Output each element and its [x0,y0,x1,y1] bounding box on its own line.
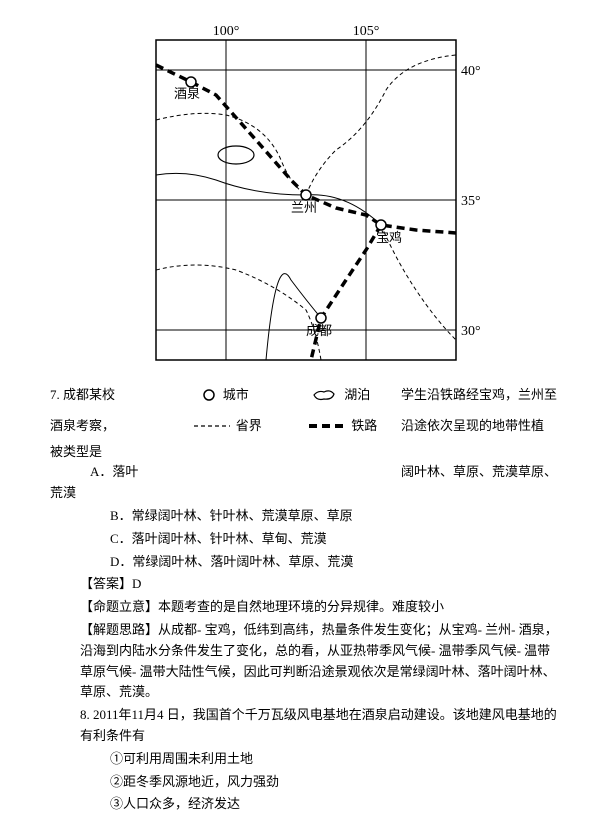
legend-lake-label: 湖泊 [344,385,370,406]
q8-stem: 8. 2011年11月4 日，我国首个千万瓦级风电基地在酒泉启动建设。该地建风电… [50,705,561,747]
optA-row: A．落叶 阔叶林、草原、荒漠草原、 [50,462,561,483]
map-svg: 100° 105° 40° 35° 30° 酒泉兰州宝鸡成都 [106,20,506,370]
legend-city-label: 城市 [223,385,249,406]
content: 7. 成都某校 城市 湖泊 学生沿铁路经宝鸡，兰州至 酒泉考察， 省界 铁路 沿… [20,380,591,815]
svg-text:35°: 35° [461,194,481,209]
q7-l3a: 被类型是 [50,442,170,463]
q7-answer: 【答案】D [50,574,561,595]
svg-text:宝鸡: 宝鸡 [376,230,402,245]
svg-text:100°: 100° [212,24,239,39]
svg-text:105°: 105° [352,24,379,39]
legend-row2: 省界 铁路 [170,411,401,442]
legend-city: 城市 [201,385,249,406]
optD: D．常绿阔叶林、落叶阔叶林、草原、荒漠 [50,552,561,573]
q8-c2: ②距冬季风源地近，风力强劲 [50,772,561,793]
q7-row3: 被类型是 [50,442,561,463]
q8-c3: ③人口众多，经济发达 [50,794,561,815]
q7-explain: 【解题思路】从成都- 宝鸡，低纬到高纬，热量条件发生变化；从宝鸡- 兰州- 酒泉… [50,620,561,703]
q7-l2b: 沿途依次呈现的地带性植 [401,416,561,437]
optA-right: 阔叶林、草原、荒漠草原、 [401,462,561,483]
province-icon [194,421,230,431]
legend-lake: 湖泊 [310,385,370,406]
svg-text:40°: 40° [461,64,481,79]
q7-row2: 酒泉考察， 省界 铁路 沿途依次呈现的地带性植 [50,411,561,442]
svg-text:兰州: 兰州 [291,200,317,215]
q7-row1: 7. 成都某校 城市 湖泊 学生沿铁路经宝鸡，兰州至 [50,380,561,411]
q7-l1b: 学生沿铁路经宝鸡，兰州至 [401,385,561,406]
q7-num: 7. [50,387,60,402]
railway-icon [309,421,345,431]
map-container: 100° 105° 40° 35° 30° 酒泉兰州宝鸡成都 [20,20,591,370]
svg-text:成都: 成都 [306,323,332,338]
legend-railway-label: 铁路 [351,416,377,437]
optB: B．常绿阔叶林、针叶林、荒漠草原、草原 [50,506,561,527]
q8-c1: ①可利用周围未利用土地 [50,749,561,770]
legend-province-label: 省界 [236,416,262,437]
legend-row1: 城市 湖泊 [170,380,401,411]
q7-l1a: 成都某校 [63,387,115,402]
svg-text:酒泉: 酒泉 [174,86,200,101]
q7-intent: 【命题立意】本题考查的是自然地理环境的分异规律。难度较小 [50,597,561,618]
q7-l2a: 酒泉考察， [50,416,170,437]
legend-province: 省界 [194,416,262,437]
optC: C．落叶阔叶林、针叶林、草甸、荒漠 [50,529,561,550]
city-icon [201,387,217,403]
lake-icon [310,387,338,403]
svg-text:30°: 30° [461,324,481,339]
legend-railway: 铁路 [309,416,377,437]
optA-label: A．落叶 [50,462,170,483]
optA-cont: 荒漠 [50,483,561,504]
